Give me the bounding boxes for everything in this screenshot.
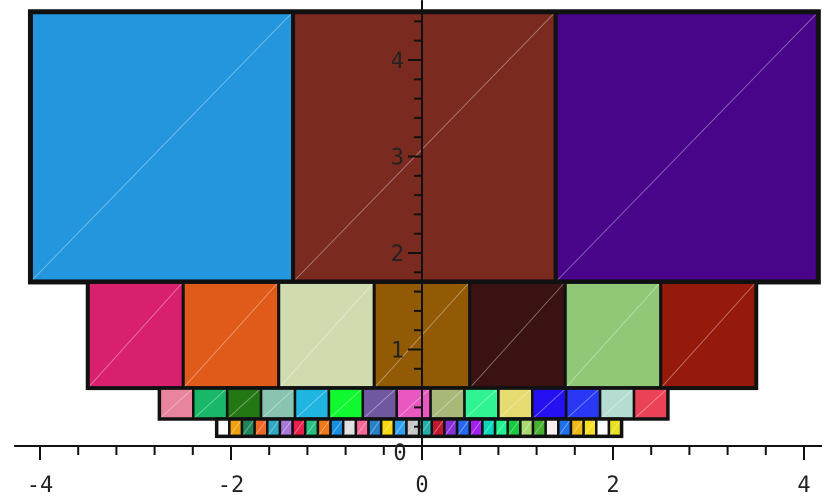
square-diagonal [564, 281, 662, 389]
square-diagonal [406, 418, 420, 437]
square-diagonal [555, 11, 819, 283]
square-diagonal [583, 418, 597, 437]
square-diagonal [279, 418, 294, 437]
square-row [157, 386, 670, 421]
x-tick-label: -4 [27, 473, 54, 496]
y-tick-label: 4 [391, 49, 404, 74]
square-diagonal [368, 418, 382, 437]
square-diagonal [328, 387, 364, 420]
square-diagonal [660, 281, 757, 389]
square-diagonal [456, 418, 471, 437]
square [259, 386, 297, 421]
square-diagonal [292, 418, 306, 437]
row-outline [214, 417, 624, 439]
square-diagonal [393, 418, 407, 437]
square-diagonal [294, 387, 330, 420]
square-diagonal [507, 418, 521, 437]
square-diagonal [159, 387, 194, 420]
square-diagonal [531, 387, 567, 420]
square-diagonal [380, 418, 395, 437]
x-ticks [39, 446, 805, 460]
square-diagonal [342, 418, 357, 437]
x-tick-label: 4 [797, 473, 810, 496]
square-row [27, 9, 821, 285]
y-tick-labels: 1 2 3 4 [391, 49, 404, 364]
origin-label: 0 [393, 441, 406, 466]
square-diagonal [192, 387, 228, 420]
square-diagonal [469, 418, 483, 437]
square-diagonal [595, 418, 610, 437]
square-rows [27, 9, 821, 439]
square-diagonal [545, 418, 559, 437]
square-diagonal [599, 387, 635, 420]
square-diagonal [557, 418, 572, 437]
square-diagonal [216, 418, 230, 437]
square [553, 9, 821, 284]
square-diagonal [226, 387, 262, 420]
square [28, 9, 296, 284]
x-tick-label: 0 [415, 473, 428, 496]
square-diagonal [266, 418, 281, 437]
square-diagonal [481, 418, 496, 437]
square-row [214, 417, 624, 439]
square-diagonal [498, 387, 533, 420]
square-diagonal [444, 418, 458, 437]
y-tick-label: 2 [391, 242, 404, 267]
square [277, 280, 376, 390]
square-diagonal [241, 418, 256, 437]
square-diagonal [396, 387, 431, 420]
square-diagonal [431, 418, 445, 437]
square-diagonal [292, 11, 557, 283]
square-diagonal [304, 418, 319, 437]
square-diagonal [565, 387, 601, 420]
square-diagonal [182, 281, 280, 389]
square-diagonal [87, 281, 184, 389]
square-diagonal [532, 418, 547, 437]
square-diagonal [608, 418, 622, 437]
square-diagonal [469, 281, 566, 389]
square-diagonal [633, 387, 669, 420]
x-tick-label: 2 [606, 473, 619, 496]
x-tick-label: -2 [218, 473, 245, 496]
square-diagonal [519, 418, 534, 437]
square-diagonal [464, 387, 499, 420]
square-diagonal [570, 418, 585, 437]
square [291, 9, 558, 284]
square-diagonal [362, 387, 398, 420]
y-tick-label: 3 [391, 146, 404, 171]
square-diagonal [330, 418, 344, 437]
square-diagonal [260, 387, 296, 420]
square-diagonal [254, 418, 268, 437]
square-diagonal [355, 418, 369, 437]
square-row [85, 279, 759, 391]
x-tick-labels: -4 -2 0 2 4 [27, 473, 811, 496]
square-diagonal [30, 11, 294, 283]
square-diagonal [317, 418, 331, 437]
square-diagonal [228, 418, 243, 437]
square-diagonal [494, 418, 509, 437]
axes: -4 -2 0 2 4 1 2 3 4 0 [14, 0, 822, 496]
square-diagonal [278, 281, 375, 389]
y-tick-label: 1 [391, 339, 404, 364]
y-ticks [408, 20, 422, 428]
square-diagonal [430, 387, 465, 420]
